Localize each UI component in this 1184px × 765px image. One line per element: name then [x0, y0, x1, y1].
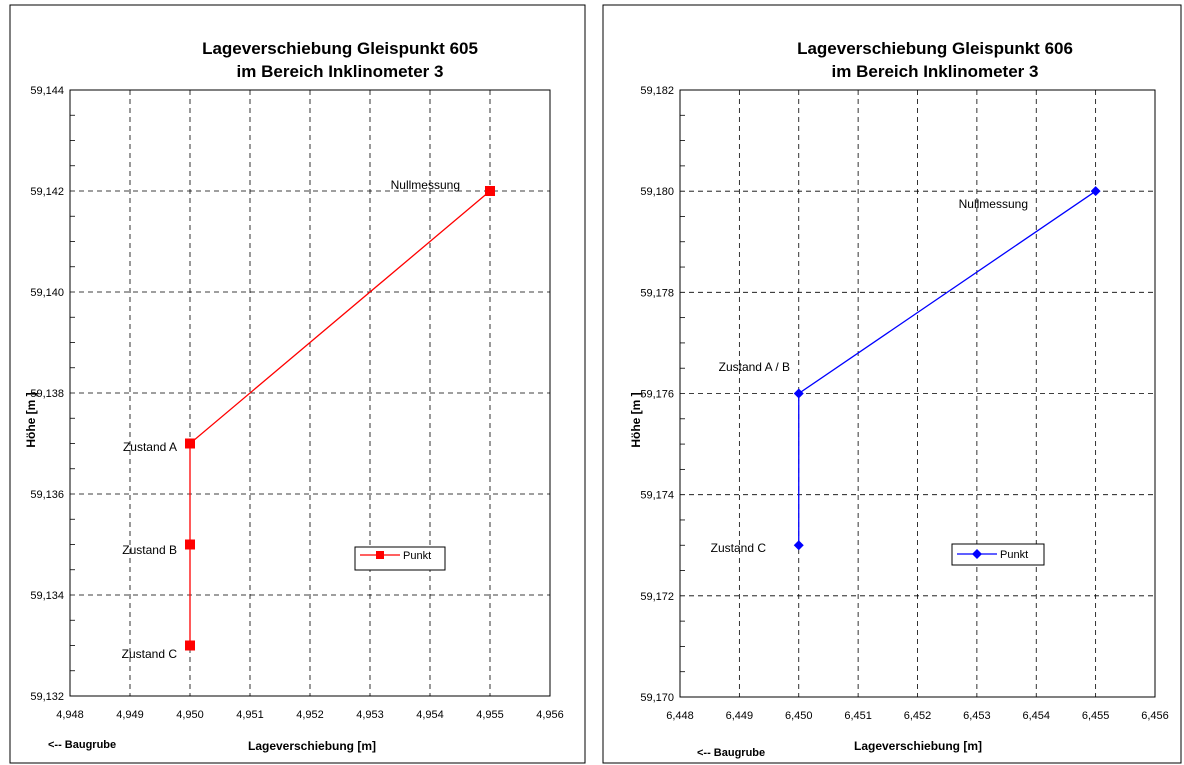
chart-605-y-tick-label: 59,138: [30, 388, 64, 400]
chart-606-legend: Punkt: [951, 543, 1045, 566]
chart-605-y-tick-label: 59,142: [30, 186, 64, 198]
chart-605-data-point: [485, 186, 495, 196]
chart-605-y-tick-label: 59,144: [30, 85, 64, 97]
chart-605-y-tick-label: 59,140: [30, 287, 64, 299]
chart-605-annotation-nullmessung: Nullmessung: [391, 178, 460, 192]
chart-606: Lageverschiebung Gleispunkt 606 im Berei…: [602, 4, 1182, 764]
chart-606-annotation-zustand-c: Zustand C: [711, 541, 767, 555]
chart-605-legend-marker: [376, 551, 384, 559]
chart-605-x-tick-label: 4,951: [236, 709, 264, 721]
chart-606-x-ticks: 6,448 6,449 6,450 6,451 6,452 6,453 6,454 6,455…: [666, 710, 1169, 722]
chart-606-x-tick-label: 6,449: [726, 710, 754, 722]
chart-605-title-line-2: im Bereich Inklinometer 3: [237, 62, 444, 81]
chart-605-frame: [9, 4, 586, 764]
chart-606-y-tick-label: 59,172: [640, 591, 674, 603]
chart-605-y-tick-label: 59,136: [30, 489, 64, 501]
chart-606-y-tick-label: 59,180: [640, 186, 674, 198]
chart-605-x-tick-label: 4,949: [116, 709, 144, 721]
chart-605-x-axis-label: Lageverschiebung [m]: [248, 739, 376, 753]
chart-606-x-tick-label: 6,453: [963, 710, 991, 722]
chart-606-data-point: [1090, 186, 1101, 197]
chart-605-y-tick-label: 59,134: [30, 590, 64, 602]
chart-605-legend-box: [354, 546, 446, 571]
chart-606-annotation-zustand-ab: Zustand A / B: [719, 360, 790, 374]
chart-606-legend-label: Punkt: [1000, 549, 1028, 561]
chart-605-title-line-1: Lageverschiebung Gleispunkt 605: [202, 39, 478, 58]
chart-606-legend-box: [951, 543, 1045, 566]
chart-606-x-axis-label: Lageverschiebung [m]: [854, 739, 982, 753]
chart-606-title-line-2: im Bereich Inklinometer 3: [832, 62, 1039, 81]
chart-605-y-tick-label: 59,132: [30, 691, 64, 703]
chart-605-data-point: [185, 539, 195, 550]
chart-606-direction-note: <-- Baugrube: [697, 747, 765, 759]
chart-605-legend-label: Punkt: [403, 550, 431, 562]
chart-606-y-axis-label: Höhe [m ]: [629, 392, 643, 447]
chart-606-y-ticks: 59,170 59,172 59,174 59,176 59,178 59,180 59,1…: [640, 85, 685, 704]
chart-606-x-tick-label: 6,452: [904, 710, 932, 722]
chart-606-legend-marker: [972, 549, 982, 559]
chart-605-y-ticks: 59,132 59,134 59,136 59,138 59,140 59,142 59,1…: [30, 85, 75, 703]
chart-605-x-tick-label: 4,955: [476, 709, 504, 721]
chart-605-annotation-zustand-c: Zustand C: [122, 647, 178, 661]
chart-605-legend: Punkt: [354, 546, 446, 571]
chart-606-x-tick-label: 6,451: [844, 710, 872, 722]
chart-606-frame: [602, 4, 1182, 764]
chart-605-x-tick-label: 4,954: [416, 709, 444, 721]
chart-606-y-tick-label: 59,178: [640, 287, 674, 299]
chart-605-x-tick-label: 4,948: [56, 709, 84, 721]
chart-605-data-point: [185, 640, 195, 651]
chart-606-plot-area: [679, 89, 1156, 698]
chart-606-y-tick-label: 59,170: [640, 692, 674, 704]
chart-606-y-tick-label: 59,176: [640, 389, 674, 401]
chart-606-x-tick-label: 6,454: [1022, 710, 1050, 722]
chart-606-annotation-nullmessung: Nullmessung: [959, 197, 1028, 211]
chart-606-x-tick-label: 6,455: [1082, 710, 1110, 722]
chart-605-annotation-zustand-a: Zustand A: [123, 440, 177, 454]
chart-606-data-point: [793, 540, 804, 551]
chart-606-title-line-1: Lageverschiebung Gleispunkt 606: [797, 39, 1073, 58]
chart-605-x-tick-label: 4,952: [296, 709, 324, 721]
chart-606-x-tick-label: 6,450: [785, 710, 813, 722]
chart-605-y-axis-label: Höhe [m ]: [24, 392, 38, 447]
chart-605-x-tick-label: 4,953: [356, 709, 384, 721]
chart-605-x-ticks: 4,948 4,949 4,950 4,951 4,952 4,953 4,954 4,955…: [56, 709, 564, 721]
chart-606-x-tick-label: 6,448: [666, 710, 694, 722]
chart-605-series: [185, 186, 495, 651]
chart-605-x-tick-label: 4,950: [176, 709, 204, 721]
chart-606-y-tick-label: 59,182: [640, 85, 674, 97]
chart-606-series: [793, 186, 1101, 551]
chart-605-plot-area: [69, 89, 551, 697]
chart-605: Lageverschiebung Gleispunkt 605 im Berei…: [9, 4, 586, 764]
chart-605-annotation-zustand-b: Zustand B: [122, 543, 177, 557]
chart-605-data-point: [185, 438, 195, 449]
chart-605-series-line: [189, 190, 491, 646]
chart-605-x-tick-label: 4,956: [536, 709, 564, 721]
chart-606-data-point: [793, 388, 804, 399]
chart-605-direction-note: <-- Baugrube: [48, 739, 116, 751]
chart-606-y-tick-label: 59,174: [640, 490, 674, 502]
chart-606-x-tick-label: 6,456: [1141, 710, 1169, 722]
